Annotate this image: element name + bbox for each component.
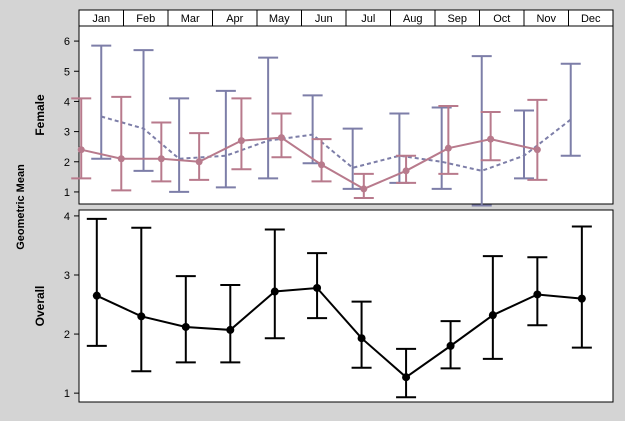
data-point	[318, 161, 326, 169]
month-header-label: Aug	[403, 13, 423, 25]
panel-plot-area	[78, 25, 614, 205]
data-point	[444, 144, 452, 152]
y-tick-label: 1	[64, 187, 70, 199]
data-point	[357, 334, 366, 343]
data-point	[360, 185, 368, 193]
data-point	[117, 155, 125, 163]
data-point	[402, 373, 411, 382]
series-line	[100, 115, 572, 172]
month-header-label: Jan	[92, 13, 110, 25]
panel-label: Overall	[33, 286, 47, 327]
month-header-label: Oct	[493, 13, 510, 25]
month-header-label: Apr	[226, 13, 243, 25]
month-header-label: Dec	[581, 13, 601, 25]
data-point	[195, 158, 203, 166]
data-point	[277, 134, 285, 142]
data-point	[92, 291, 101, 300]
y-tick-label: 6	[64, 36, 70, 48]
data-point	[226, 325, 235, 334]
panel-label: Female	[33, 94, 47, 136]
data-point	[446, 341, 455, 350]
data-point	[157, 155, 165, 163]
y-tick-label: 5	[64, 66, 70, 78]
month-header-label: Mar	[181, 13, 200, 25]
month-header-label: May	[269, 13, 290, 25]
y-tick-label: 1	[64, 388, 70, 400]
y-tick-label: 2	[64, 157, 70, 169]
series-line	[96, 286, 582, 379]
y-tick-label: 4	[64, 211, 70, 223]
data-point	[533, 146, 541, 154]
data-point	[533, 290, 542, 299]
month-header-label: Jul	[361, 13, 375, 25]
y-tick-label: 3	[64, 127, 70, 139]
data-point	[237, 137, 245, 145]
y-tick-label: 2	[64, 329, 70, 341]
y-tick-label: 3	[64, 270, 70, 282]
data-point	[137, 312, 146, 321]
data-point	[270, 287, 279, 296]
data-point	[313, 283, 322, 292]
y-axis-title: Geometric Mean	[15, 164, 27, 250]
data-point	[577, 294, 586, 303]
data-point	[77, 146, 85, 154]
month-header-label: Nov	[536, 13, 556, 25]
series-line	[81, 136, 538, 191]
panel-plot-area	[78, 209, 614, 403]
data-point	[402, 167, 410, 175]
data-point	[488, 311, 497, 320]
month-header-label: Feb	[136, 13, 155, 25]
y-tick-label: 4	[64, 96, 70, 108]
month-header-label: Sep	[447, 13, 467, 25]
month-header-label: Jun	[315, 13, 333, 25]
data-point	[487, 135, 495, 143]
data-point	[181, 322, 190, 331]
